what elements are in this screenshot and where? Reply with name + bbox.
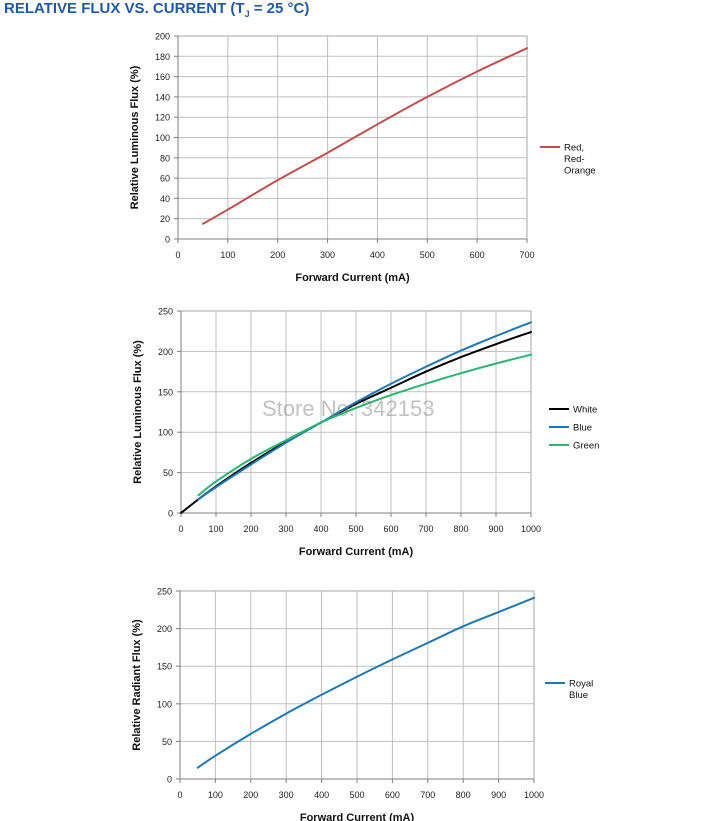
x-tick-label: 800: [453, 524, 468, 534]
y-tick-label: 200: [155, 32, 170, 42]
x-tick-label: 1000: [521, 524, 541, 534]
x-axis-title: Forward Current (mA): [300, 812, 415, 821]
y-tick-label: 0: [168, 509, 173, 519]
series-line-green: [197, 353, 532, 497]
y-tick-label: 180: [155, 52, 170, 62]
y-tick-label: 160: [155, 72, 170, 82]
legend-label-royal-blue: Royal Blue: [569, 679, 593, 702]
x-axis-title: Forward Current (mA): [295, 272, 410, 284]
series-line-blue: [197, 321, 532, 501]
x-tick-label: 0: [175, 250, 180, 260]
y-tick-label: 100: [155, 133, 170, 143]
y-tick-label: 50: [163, 468, 173, 478]
y-tick-label: 150: [157, 662, 172, 672]
page-title-suffix: = 25 °C): [249, 0, 310, 17]
y-tick-label: 60: [160, 174, 170, 184]
luminous-flux-red-chart: 0 20 40 60 80 100 120 140 160 180 200 0 100 200 300 400…: [129, 32, 596, 285]
y-tick-label: 20: [160, 214, 170, 224]
y-tick-label: 0: [165, 235, 170, 245]
radiant-flux-royal-blue-chart: 0 50 100 150 200 250 0 100 200 300 400 500 600 700 800…: [131, 587, 593, 821]
y-tick-label: 100: [158, 428, 173, 438]
x-tick-label: 500: [349, 790, 364, 800]
y-tick-label: 0: [167, 775, 172, 785]
x-tick-label: 100: [208, 524, 223, 534]
x-tick-label: 500: [348, 524, 363, 534]
x-tick-label: 700: [418, 524, 433, 534]
series-line-royal-blue: [196, 596, 535, 769]
y-tick-label: 100: [157, 699, 172, 709]
x-tick-label: 400: [313, 524, 328, 534]
page-title: RELATIVE FLUX VS. CURRENT (TJ = 25 °C): [4, 0, 309, 19]
y-tick-label: 250: [158, 307, 173, 317]
y-tick-label: 200: [158, 347, 173, 357]
x-tick-label: 800: [456, 790, 471, 800]
legend-label-white: White: [573, 405, 597, 416]
store-watermark: Store No: 342153: [262, 396, 435, 421]
y-tick-label: 80: [160, 153, 170, 163]
x-tick-label: 500: [420, 250, 435, 260]
x-tick-label: 300: [320, 250, 335, 260]
y-axis-title: Relative Luminous Flux (%): [132, 340, 144, 484]
x-tick-label: 600: [383, 524, 398, 534]
x-tick-label: 900: [491, 790, 506, 800]
y-axis-title: Relative Radiant Flux (%): [131, 619, 143, 751]
y-tick-label: 120: [155, 113, 170, 123]
x-tick-label: 200: [243, 524, 258, 534]
y-axis-title: Relative Luminous Flux (%): [129, 65, 141, 209]
y-tick-label: 140: [155, 92, 170, 102]
series-line-red-red-orange: [201, 47, 528, 225]
x-tick-label: 0: [178, 524, 183, 534]
x-tick-label: 200: [243, 790, 258, 800]
x-tick-label: 300: [279, 790, 294, 800]
page-title-prefix: RELATIVE FLUX VS. CURRENT (T: [4, 0, 245, 17]
y-tick-label: 250: [157, 587, 172, 597]
x-tick-label: 300: [278, 524, 293, 534]
x-tick-label: 700: [519, 250, 534, 260]
legend-label-blue: Blue: [573, 423, 592, 434]
x-tick-label: 100: [220, 250, 235, 260]
x-axis-title: Forward Current (mA): [299, 546, 414, 558]
legend-label-green: Green: [573, 441, 599, 452]
legend-label-red-red-orange: Red, Red-Orange: [564, 143, 596, 177]
x-tick-label: 700: [420, 790, 435, 800]
x-tick-label: 200: [270, 250, 285, 260]
x-tick-label: 600: [385, 790, 400, 800]
y-tick-label: 200: [157, 624, 172, 634]
x-tick-label: 100: [208, 790, 223, 800]
x-tick-label: 600: [470, 250, 485, 260]
page-title-subscript: J: [244, 9, 250, 19]
x-tick-label: 900: [488, 524, 503, 534]
x-tick-label: 0: [177, 790, 182, 800]
x-tick-label: 1000: [524, 790, 544, 800]
x-tick-label: 400: [314, 790, 329, 800]
luminous-flux-white-blue-green-chart: 0 50 100 150 200 250 0 100 200 300 400 500 600 700 800…: [132, 307, 599, 559]
y-tick-label: 50: [162, 737, 172, 747]
y-tick-label: 150: [158, 387, 173, 397]
y-tick-label: 40: [160, 194, 170, 204]
x-tick-label: 400: [370, 250, 385, 260]
